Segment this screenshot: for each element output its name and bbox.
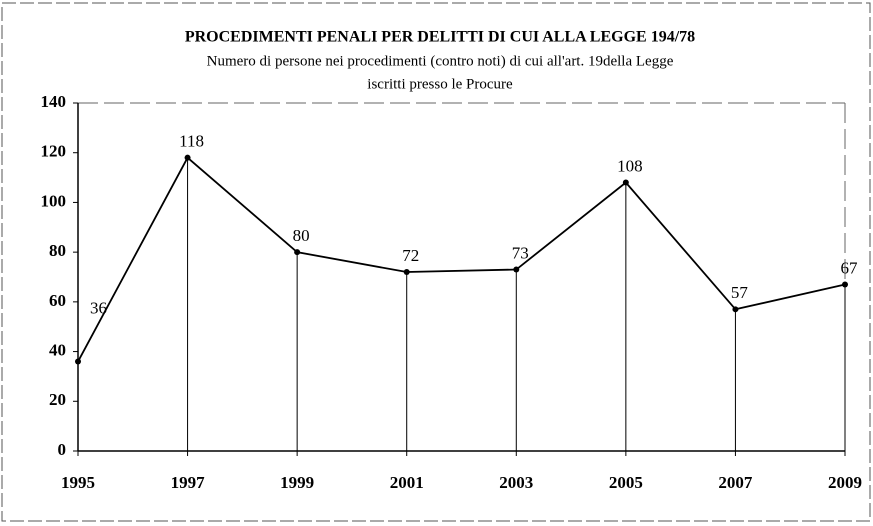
- x-tick-label: 2009: [828, 473, 862, 492]
- point: [622, 179, 629, 186]
- data-label: 118: [179, 132, 204, 151]
- y-tick-label: 140: [41, 92, 67, 111]
- data-label: 36: [90, 298, 107, 317]
- y-tick-label: 120: [41, 142, 67, 161]
- x-tick-label: 2003: [499, 473, 533, 492]
- chart-title: PROCEDIMENTI PENALI PER DELITTI DI CUI A…: [185, 29, 695, 46]
- x-tick-label: 2007: [718, 473, 753, 492]
- data-label: 80: [293, 226, 310, 245]
- series-line: [77, 156, 846, 362]
- chart-subtitle: Numero di persone nei procedimenti (cont…: [207, 53, 674, 69]
- chart-subtitle: iscritti presso le Procure: [367, 76, 513, 92]
- data-label: 72: [402, 246, 419, 265]
- x-tick-label: 1999: [280, 473, 314, 492]
- data-label: 73: [512, 243, 529, 262]
- y-tick-label: 40: [49, 340, 66, 359]
- data-label: 67: [841, 258, 859, 277]
- y-tick-label: 80: [49, 241, 66, 260]
- point: [75, 358, 81, 365]
- point: [513, 266, 520, 273]
- y-tick-label: 0: [58, 440, 67, 459]
- x-tick-label: 1997: [171, 473, 206, 492]
- point: [842, 281, 848, 288]
- point: [732, 306, 739, 313]
- point: [184, 154, 191, 161]
- y-tick-label: 100: [41, 191, 67, 210]
- x-tick-label: 1995: [61, 473, 95, 492]
- x-tick-label: 2005: [609, 473, 643, 492]
- y-tick-label: 60: [49, 291, 66, 310]
- data-label: 108: [617, 156, 643, 175]
- point: [403, 269, 410, 276]
- y-tick-label: 20: [49, 390, 66, 409]
- data-label: 57: [731, 283, 749, 302]
- point: [294, 249, 301, 256]
- x-tick-label: 2001: [390, 473, 424, 492]
